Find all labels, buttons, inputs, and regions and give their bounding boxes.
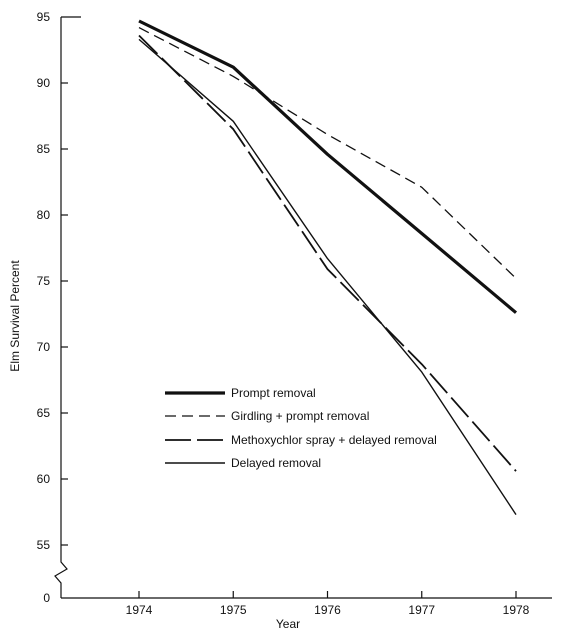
y-tick-label: 85 bbox=[37, 142, 51, 156]
x-axis-ticks: 1974 1975 1976 1977 1978 bbox=[126, 591, 530, 617]
x-tick-label: 1975 bbox=[220, 603, 247, 617]
x-tick-label: 1974 bbox=[126, 603, 153, 617]
x-tick-label: 1978 bbox=[503, 603, 530, 617]
y-tick-label: 0 bbox=[43, 591, 50, 605]
series-line-1 bbox=[138, 19, 518, 314]
legend: Prompt removal Girdling + prompt removal M… bbox=[165, 386, 437, 470]
y-tick-label: 70 bbox=[37, 340, 51, 354]
x-tick-label: 1976 bbox=[314, 603, 341, 617]
y-tick-label: 90 bbox=[37, 76, 51, 90]
x-axis-title: Year bbox=[276, 617, 300, 631]
legend-label: Prompt removal bbox=[231, 386, 316, 400]
legend-label: Girdling + prompt removal bbox=[231, 409, 369, 423]
y-tick-label: 60 bbox=[37, 472, 51, 486]
y-axis-line bbox=[54, 17, 68, 598]
axes bbox=[54, 16, 552, 599]
y-tick-label: 80 bbox=[37, 208, 51, 222]
y-axis-ticks: 95 90 85 80 75 70 65 60 55 0 bbox=[37, 10, 68, 605]
series-line-3 bbox=[138, 34, 517, 472]
y-axis-title: Elm Survival Percent bbox=[8, 260, 22, 372]
series-line-2 bbox=[138, 27, 517, 279]
legend-label: Delayed removal bbox=[231, 456, 321, 470]
y-tick-label: 65 bbox=[37, 406, 51, 420]
y-tick-label: 55 bbox=[37, 538, 51, 552]
series-line-4 bbox=[138, 38, 517, 515]
series-lines bbox=[138, 19, 518, 515]
y-tick-label: 95 bbox=[37, 10, 51, 24]
x-tick-label: 1977 bbox=[408, 603, 435, 617]
y-tick-label: 75 bbox=[37, 274, 51, 288]
legend-label: Methoxychlor spray + delayed removal bbox=[231, 433, 437, 447]
